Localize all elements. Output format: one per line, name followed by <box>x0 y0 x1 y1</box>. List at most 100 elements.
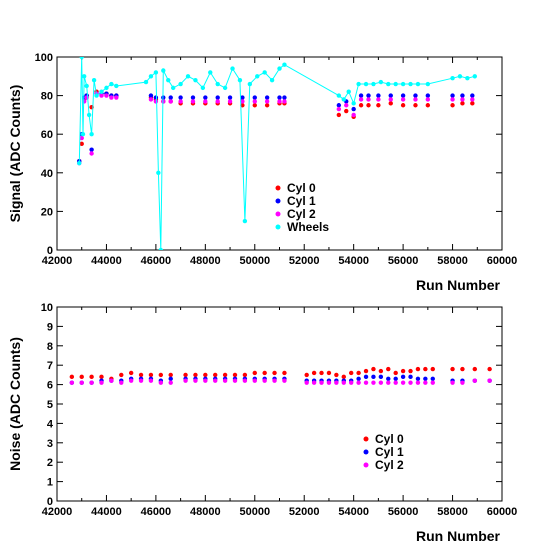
data-point <box>430 366 435 372</box>
data-point <box>348 370 354 376</box>
data-point <box>400 103 406 108</box>
data-point <box>138 372 144 378</box>
data-point <box>425 97 431 102</box>
data-point <box>109 378 114 383</box>
data-point <box>240 95 245 100</box>
data-point <box>153 70 159 75</box>
x-tick-label: 52000 <box>289 255 320 267</box>
data-point <box>203 99 208 104</box>
data-point <box>262 370 267 376</box>
data-point <box>413 97 418 102</box>
data-point <box>69 374 75 380</box>
data-point <box>193 372 198 378</box>
data-point <box>114 95 119 100</box>
data-point <box>178 95 183 100</box>
data-point <box>371 366 376 372</box>
data-point <box>336 106 342 112</box>
data-point <box>232 372 238 378</box>
data-point <box>334 380 339 385</box>
data-point <box>89 374 94 380</box>
data-point <box>161 68 166 73</box>
data-point <box>465 76 470 81</box>
x-tick-label: 56000 <box>388 506 419 518</box>
data-point <box>277 99 282 104</box>
data-point <box>356 376 361 381</box>
x-axis-label: Run Number <box>416 528 501 544</box>
data-point <box>89 151 94 156</box>
data-point <box>170 85 176 91</box>
data-point <box>193 378 198 383</box>
data-point <box>408 81 413 87</box>
data-point <box>408 380 413 385</box>
data-point <box>425 103 431 108</box>
data-point <box>363 368 369 374</box>
data-point <box>277 66 282 71</box>
x-tick-label: 46000 <box>141 255 172 267</box>
data-point <box>400 97 406 102</box>
data-point <box>277 95 282 100</box>
data-point <box>341 97 346 102</box>
data-point <box>415 366 421 372</box>
data-point <box>348 380 354 385</box>
legend-label: Wheels <box>287 220 329 234</box>
data-point <box>371 81 376 87</box>
data-point <box>215 95 220 100</box>
x-tick-label: 58000 <box>437 506 468 518</box>
data-point <box>336 93 342 98</box>
data-point <box>168 99 173 104</box>
x-tick-label: 60000 <box>487 255 518 267</box>
data-point <box>227 99 233 104</box>
data-point <box>282 95 287 100</box>
data-point <box>423 366 428 372</box>
data-point <box>143 79 149 85</box>
x-axis-label: Run Number <box>416 277 501 293</box>
data-point <box>148 74 154 79</box>
plot-frame <box>56 306 503 502</box>
data-point <box>213 372 218 378</box>
series-cyl-1 <box>77 91 475 164</box>
y-axis-label: Signal (ADC Counts) <box>7 85 23 223</box>
data-point <box>326 380 332 385</box>
legend-label: Cyl 0 <box>287 181 316 195</box>
y-tick-label: 8 <box>47 341 53 353</box>
y-axis-label: Noise (ADC Counts) <box>7 337 23 471</box>
data-point <box>378 79 384 85</box>
data-point <box>166 77 171 83</box>
data-point <box>81 74 87 79</box>
data-point <box>430 380 435 385</box>
data-point <box>450 76 455 81</box>
y-tick-label: 100 <box>35 52 53 64</box>
data-point <box>336 103 342 108</box>
y-tick-label: 0 <box>47 496 53 508</box>
data-point <box>158 380 164 385</box>
data-point <box>311 370 317 376</box>
data-point <box>378 368 384 374</box>
x-tick-label: 60000 <box>487 506 518 518</box>
y-tick-label: 7 <box>47 360 53 372</box>
data-point <box>415 81 421 87</box>
y-tick-label: 80 <box>41 91 53 103</box>
data-point <box>413 103 418 108</box>
data-point <box>363 81 369 87</box>
data-point <box>470 97 475 102</box>
data-point <box>460 366 465 372</box>
data-point <box>376 93 381 98</box>
data-point <box>358 103 364 108</box>
plot-area <box>69 366 492 385</box>
data-point <box>242 378 248 383</box>
legend-marker <box>363 462 369 468</box>
y-tick-label: 0 <box>47 245 53 257</box>
y-tick-label: 20 <box>41 206 53 218</box>
data-point <box>460 93 465 98</box>
data-point <box>336 112 342 118</box>
data-point <box>450 103 455 108</box>
data-point <box>148 378 154 383</box>
data-point <box>423 376 428 381</box>
legend-label: Cyl 2 <box>375 458 404 472</box>
data-point <box>156 170 161 175</box>
data-point <box>79 57 84 60</box>
data-point <box>193 77 198 83</box>
data-point <box>99 89 104 94</box>
data-point <box>153 99 159 104</box>
